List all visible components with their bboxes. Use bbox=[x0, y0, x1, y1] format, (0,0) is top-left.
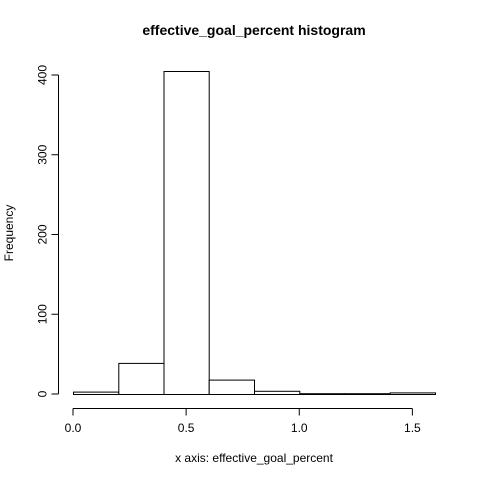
x-axis-label: x axis: effective_goal_percent bbox=[175, 451, 334, 465]
histogram-bar-4 bbox=[208, 379, 255, 396]
x-tick-label-4: 1.5 bbox=[404, 421, 421, 435]
histogram-bar-8 bbox=[389, 392, 437, 395]
histogram-bar-5 bbox=[254, 390, 301, 395]
histogram-bar-2 bbox=[118, 362, 165, 395]
y-axis-label: Frequency bbox=[2, 205, 16, 262]
histogram-bars bbox=[73, 71, 437, 396]
histogram-bar-7 bbox=[344, 393, 391, 396]
x-tick-label-1: 0.0 bbox=[65, 421, 82, 435]
histogram-bar-1 bbox=[73, 391, 120, 396]
y-tick-label-4: 300 bbox=[36, 144, 50, 164]
y-tick-label-1: 0 bbox=[36, 390, 50, 397]
chart-title: effective_goal_percent histogram bbox=[142, 22, 365, 38]
x-tick-label-2: 0.5 bbox=[178, 421, 195, 435]
y-tick-label-3: 200 bbox=[36, 224, 50, 244]
y-axis: 0 100 200 300 400 bbox=[36, 65, 59, 397]
x-tick-label-3: 1.0 bbox=[291, 421, 308, 435]
x-axis: 0.0 0.5 1.0 1.5 bbox=[65, 408, 421, 435]
y-tick-label-2: 100 bbox=[36, 304, 50, 324]
histogram-bar-3 bbox=[163, 71, 210, 395]
histogram-bar-6 bbox=[299, 393, 346, 396]
y-tick-label-5: 400 bbox=[36, 65, 50, 85]
